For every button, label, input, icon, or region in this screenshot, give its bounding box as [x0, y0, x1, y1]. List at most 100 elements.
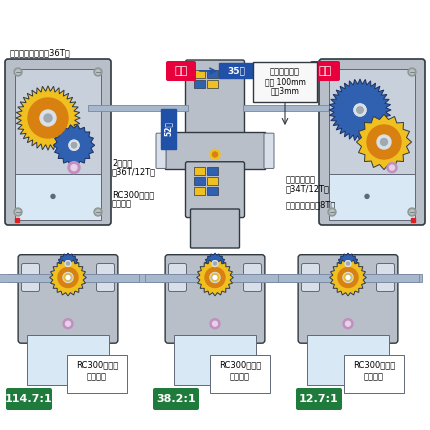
Bar	[15, 69, 101, 178]
Circle shape	[210, 319, 220, 329]
Text: ファイナルギヤ（36T）: ファイナルギヤ（36T）	[10, 48, 71, 57]
Bar	[206, 167, 218, 175]
Bar	[206, 80, 218, 88]
Bar	[194, 178, 205, 185]
Bar	[344, 355, 404, 393]
FancyBboxPatch shape	[166, 61, 196, 81]
Polygon shape	[49, 259, 86, 296]
Circle shape	[345, 261, 351, 267]
FancyBboxPatch shape	[243, 264, 261, 292]
FancyBboxPatch shape	[165, 255, 265, 343]
FancyBboxPatch shape	[156, 133, 166, 169]
Text: 2段ギヤ: 2段ギヤ	[112, 158, 132, 167]
Bar	[329, 69, 415, 178]
Bar	[206, 178, 218, 185]
Circle shape	[387, 163, 397, 172]
FancyBboxPatch shape	[5, 59, 111, 225]
Circle shape	[58, 267, 78, 288]
Circle shape	[40, 110, 56, 126]
Circle shape	[14, 68, 22, 76]
Text: （34T/12T）: （34T/12T）	[286, 184, 330, 193]
Bar	[145, 273, 286, 282]
FancyBboxPatch shape	[153, 388, 199, 410]
Circle shape	[357, 107, 363, 113]
Circle shape	[328, 68, 336, 76]
Circle shape	[410, 210, 414, 214]
Text: 六角シャフト: 六角シャフト	[270, 68, 300, 77]
Bar	[8, 273, 422, 282]
Circle shape	[51, 194, 55, 198]
Circle shape	[205, 267, 225, 288]
Circle shape	[212, 152, 218, 157]
Polygon shape	[338, 253, 358, 274]
Circle shape	[354, 104, 366, 116]
Polygon shape	[16, 86, 80, 150]
Bar	[165, 132, 265, 169]
Polygon shape	[58, 253, 78, 274]
Circle shape	[347, 262, 350, 265]
Text: 上面: 上面	[175, 66, 187, 76]
Circle shape	[71, 143, 77, 147]
Text: 35等: 35等	[227, 67, 245, 76]
Circle shape	[214, 262, 216, 265]
Circle shape	[357, 107, 363, 113]
FancyBboxPatch shape	[377, 264, 394, 292]
Circle shape	[65, 321, 71, 326]
Circle shape	[343, 273, 353, 283]
Circle shape	[44, 114, 52, 122]
Polygon shape	[53, 125, 95, 166]
Text: RC300タイプ: RC300タイプ	[112, 190, 154, 199]
Bar	[206, 70, 218, 78]
FancyBboxPatch shape	[298, 255, 398, 343]
FancyBboxPatch shape	[18, 255, 118, 343]
Circle shape	[94, 208, 102, 216]
Circle shape	[213, 276, 217, 280]
Circle shape	[69, 140, 79, 150]
Text: 12.7:1: 12.7:1	[299, 394, 339, 404]
Bar	[194, 80, 205, 88]
Polygon shape	[205, 253, 225, 274]
Bar	[67, 355, 127, 393]
Text: クラウンギヤ: クラウンギヤ	[286, 175, 316, 184]
FancyBboxPatch shape	[169, 264, 187, 292]
Circle shape	[68, 162, 80, 174]
FancyBboxPatch shape	[301, 264, 319, 292]
Circle shape	[408, 68, 416, 76]
Polygon shape	[197, 259, 233, 296]
Bar	[0, 273, 139, 282]
Circle shape	[212, 321, 218, 326]
Bar	[15, 174, 101, 220]
Circle shape	[377, 135, 391, 149]
Bar	[243, 105, 393, 111]
Text: 52等: 52等	[164, 122, 173, 136]
Bar	[27, 335, 109, 385]
Circle shape	[338, 267, 358, 288]
Circle shape	[212, 261, 218, 267]
FancyBboxPatch shape	[296, 388, 342, 410]
Circle shape	[390, 165, 394, 170]
Text: 長さ 100mm: 長さ 100mm	[264, 77, 305, 86]
FancyBboxPatch shape	[253, 62, 317, 102]
Text: RC300タイプ
モーター: RC300タイプ モーター	[219, 361, 261, 381]
Circle shape	[212, 275, 218, 280]
Circle shape	[96, 70, 100, 74]
Circle shape	[96, 210, 100, 214]
Circle shape	[16, 210, 20, 214]
Circle shape	[330, 210, 334, 214]
Text: モーター: モーター	[112, 199, 132, 208]
Bar	[194, 167, 205, 175]
Circle shape	[60, 270, 76, 286]
Circle shape	[410, 70, 414, 74]
Circle shape	[210, 273, 220, 283]
Bar	[329, 174, 415, 220]
Circle shape	[207, 270, 223, 286]
Circle shape	[211, 273, 219, 282]
Bar	[206, 187, 218, 196]
Bar	[307, 335, 389, 385]
FancyBboxPatch shape	[190, 209, 240, 248]
FancyBboxPatch shape	[264, 133, 274, 169]
Circle shape	[344, 273, 352, 282]
Circle shape	[381, 138, 387, 145]
Bar	[411, 218, 415, 222]
FancyBboxPatch shape	[219, 63, 253, 78]
